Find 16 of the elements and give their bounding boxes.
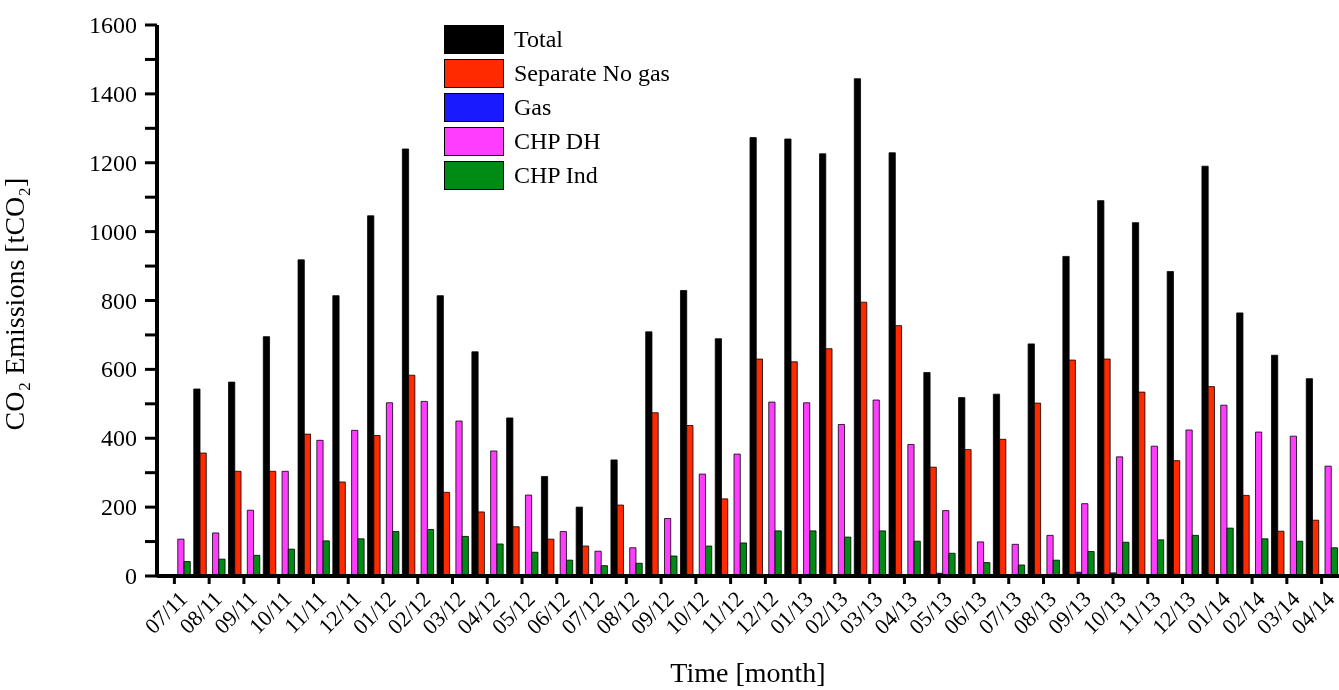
y-axis-title: CO₂ Emissions [tCO₂] — [0, 177, 30, 431]
y-tick-label: 1600 — [89, 12, 137, 38]
legend-label: CHP DH — [514, 127, 601, 155]
y-tick-label: 400 — [101, 425, 137, 452]
legend-label: Separate No gas — [514, 59, 670, 87]
legend-label: Gas — [514, 93, 552, 121]
legend-label: CHP Ind — [514, 161, 598, 189]
y-tick-label: 800 — [101, 287, 137, 314]
y-tick-label: 0 — [125, 563, 137, 589]
x-axis-title: Time [month] — [670, 657, 826, 688]
y-tick-label: 1200 — [89, 149, 137, 176]
y-tick-label: 1400 — [89, 80, 137, 107]
legend-label: Total — [514, 25, 563, 53]
y-tick-label: 1000 — [89, 218, 137, 245]
y-tick-label: 600 — [101, 356, 137, 383]
y-tick-label: 200 — [101, 494, 137, 521]
